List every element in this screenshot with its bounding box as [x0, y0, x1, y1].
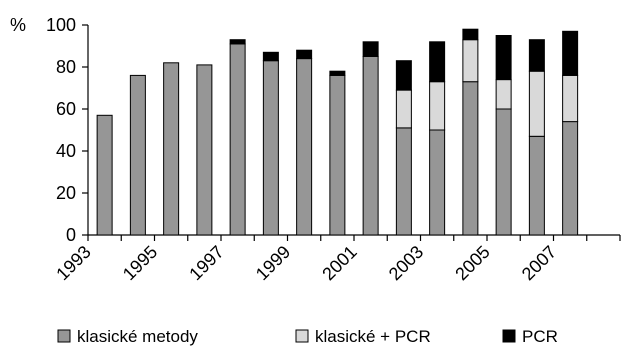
- bar-segment-1: [296, 58, 313, 236]
- x-tick-label: 1993: [52, 242, 94, 284]
- bar-segment-1: [262, 60, 279, 236]
- bar-segment-3: [329, 70, 346, 76]
- bar-segment-2: [495, 79, 512, 110]
- x-tick-label: 1997: [185, 242, 227, 284]
- bar-segment-1: [562, 121, 579, 236]
- x-tick-label: 1995: [119, 242, 161, 284]
- legend-swatch: [57, 329, 71, 343]
- x-tick-label: 2005: [451, 242, 493, 284]
- y-unit-label: %: [10, 15, 26, 35]
- bar-segment-3: [495, 35, 512, 81]
- bar-segment-1: [429, 129, 446, 236]
- y-tick-label: 60: [56, 99, 76, 119]
- bar-segment-1: [229, 43, 246, 236]
- y-tick-label: 20: [56, 183, 76, 203]
- legend-label: PCR: [522, 327, 558, 346]
- bar-segment-1: [362, 56, 379, 236]
- y-tick-label: 0: [66, 225, 76, 245]
- bar-segment-1: [163, 62, 180, 236]
- bar-segment-1: [129, 74, 146, 236]
- bar-segment-3: [562, 30, 579, 76]
- bar-segment-2: [562, 74, 579, 123]
- bar-segment-2: [429, 81, 446, 131]
- bar-segment-3: [528, 39, 545, 72]
- legend-label: klasické + PCR: [315, 327, 431, 346]
- x-tick-label: 2001: [318, 242, 360, 284]
- bar-segment-3: [462, 28, 479, 41]
- y-tick-label: 80: [56, 57, 76, 77]
- y-tick-label: 100: [46, 15, 76, 35]
- bar-segment-3: [429, 41, 446, 83]
- bar-segment-2: [462, 39, 479, 83]
- x-tick-label: 1999: [252, 242, 294, 284]
- legend-swatch: [295, 329, 309, 343]
- bar-segment-2: [528, 70, 545, 137]
- bar-segment-3: [262, 51, 279, 62]
- x-tick-label: 2007: [518, 242, 560, 284]
- legend-label: klasické metody: [77, 327, 198, 346]
- bar-segment-1: [196, 64, 213, 236]
- x-tick-label: 2003: [385, 242, 427, 284]
- bar-segment-1: [528, 135, 545, 236]
- bar-segment-3: [395, 60, 412, 91]
- bar-segment-1: [462, 81, 479, 236]
- bar-segment-3: [229, 39, 246, 45]
- bar-segment-1: [329, 74, 346, 236]
- bar-segment-1: [495, 108, 512, 236]
- legend-swatch: [502, 329, 516, 343]
- bar-segment-3: [362, 41, 379, 57]
- bar-segment-2: [395, 89, 412, 129]
- bar-segment-3: [296, 49, 313, 60]
- bar-segment-1: [395, 127, 412, 236]
- bar-segment-1: [96, 114, 113, 236]
- y-tick-label: 40: [56, 141, 76, 161]
